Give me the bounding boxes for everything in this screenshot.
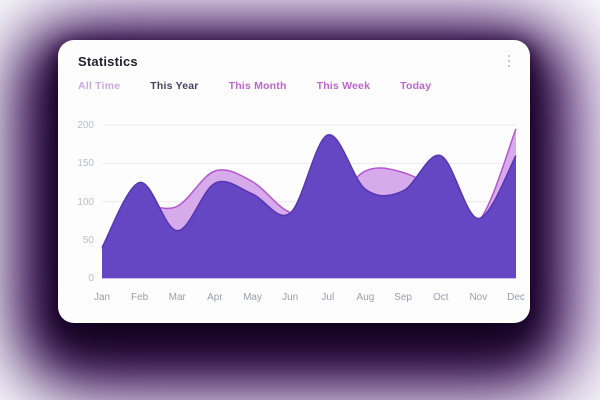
- area-chart: 200 150 100 50 0 Jan Feb Mar Apr May Jun Jul Aug Sep O…: [58, 40, 530, 323]
- card-title: Statistics: [78, 53, 138, 69]
- chart-plot: [101, 124, 517, 279]
- series-area-primary-dark: [102, 134, 516, 279]
- time-range-tabs: All Time This Year This Month This Week …: [78, 80, 431, 92]
- statistics-card: Statistics All Time This Year This Month…: [58, 40, 530, 323]
- kebab-menu-icon[interactable]: [502, 53, 516, 69]
- y-axis-label: 200: [77, 120, 94, 131]
- tab-this-year[interactable]: This Year: [150, 80, 199, 92]
- x-axis-label: Mar: [168, 292, 186, 303]
- tab-this-month[interactable]: This Month: [228, 80, 287, 92]
- y-axis-label: 100: [77, 196, 94, 208]
- x-axis-label: Sep: [394, 292, 412, 303]
- x-axis-label: Oct: [432, 292, 449, 303]
- x-axis-label: May: [243, 292, 262, 303]
- tab-today[interactable]: Today: [400, 80, 432, 92]
- y-axis-label: 50: [82, 234, 94, 246]
- x-axis-label: Feb: [131, 292, 149, 303]
- x-axis-label: Jan: [93, 292, 111, 303]
- x-axis-label: Aug: [356, 292, 375, 303]
- series-line-primary-dark: [101, 134, 517, 249]
- y-axis-label: 0: [88, 273, 94, 285]
- y-axis-label: 150: [77, 158, 94, 170]
- tab-this-week[interactable]: This Week: [316, 80, 371, 92]
- x-axis-label: Nov: [469, 292, 488, 303]
- x-axis-label: Dec: [507, 292, 525, 303]
- tab-all-time[interactable]: All Time: [78, 80, 121, 92]
- card-header: Statistics: [78, 52, 516, 70]
- x-axis-label: Apr: [207, 292, 223, 303]
- x-axis-label: Jun: [282, 292, 299, 303]
- x-axis-label: Jul: [321, 292, 335, 303]
